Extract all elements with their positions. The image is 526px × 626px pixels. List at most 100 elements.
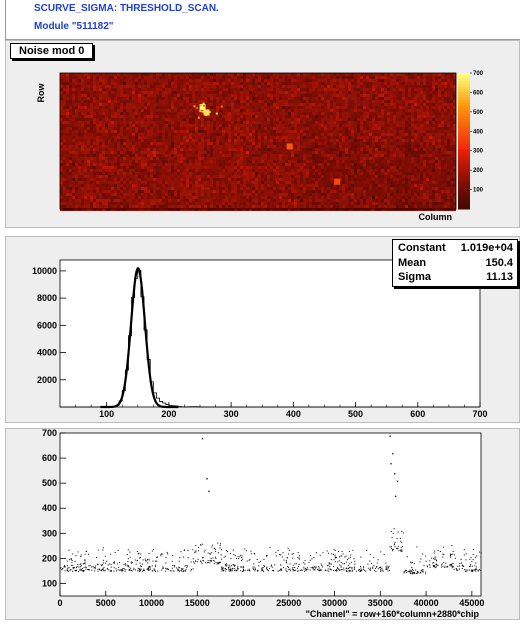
heatmap-cell (255, 100, 258, 103)
heatmap-cell (150, 160, 153, 163)
heatmap-cell (159, 112, 162, 115)
heatmap-cell (336, 184, 339, 187)
heatmap-cell (78, 166, 81, 169)
heatmap-cell (231, 133, 234, 136)
heatmap-cell (282, 148, 285, 151)
heatmap-cell (120, 121, 123, 124)
heatmap-cell (96, 148, 99, 151)
heatmap-cell (87, 151, 90, 154)
heatmap-cell (120, 169, 123, 172)
heatmap-cell (213, 130, 216, 133)
heatmap-cell (279, 184, 282, 187)
heatmap-cell (240, 79, 243, 82)
heatmap-cell (228, 88, 231, 91)
heatmap-cell (282, 172, 285, 175)
heatmap-cell (117, 76, 120, 79)
heatmap-cell (318, 142, 321, 145)
heatmap-cell (447, 151, 450, 154)
heatmap-cell (357, 175, 360, 178)
heatmap-cell (384, 94, 387, 97)
heatmap-cell (276, 169, 279, 172)
heatmap-cell (264, 100, 267, 103)
heatmap-cell (72, 163, 75, 166)
heatmap-cell (273, 169, 276, 172)
heatmap-cell (408, 115, 411, 118)
heatmap-cell (450, 118, 453, 121)
heatmap-cell (87, 181, 90, 184)
heatmap-cell (408, 172, 411, 175)
heatmap-cell (141, 181, 144, 184)
heatmap-cell (423, 118, 426, 121)
heatmap-cell (213, 85, 216, 88)
heatmap-cell (231, 142, 234, 145)
heatmap-cell (186, 181, 189, 184)
heatmap-cell (294, 82, 297, 85)
heatmap-cell (141, 157, 144, 160)
heatmap-cell (294, 100, 297, 103)
heatmap-cell (417, 97, 420, 100)
heatmap-cell (417, 79, 420, 82)
heatmap-cell (168, 106, 171, 109)
heatmap-cell (252, 82, 255, 85)
heatmap-cell (99, 106, 102, 109)
heatmap-cell (240, 184, 243, 187)
heatmap-cell (426, 88, 429, 91)
heatmap-cell (141, 112, 144, 115)
heatmap-cell (345, 178, 348, 181)
heatmap-cell (453, 118, 456, 121)
heatmap-cell (447, 178, 450, 181)
heatmap-cell (276, 136, 279, 139)
heatmap-cell (111, 160, 114, 163)
heatmap-cell (327, 178, 330, 181)
heatmap-cell (249, 82, 252, 85)
heatmap-cell (297, 133, 300, 136)
heatmap-cell (135, 166, 138, 169)
heatmap-cell (336, 112, 339, 115)
heatmap-cell (369, 133, 372, 136)
heatmap-cell (72, 148, 75, 151)
heatmap-cell (441, 121, 444, 124)
heatmap-cell (291, 184, 294, 187)
heatmap-cell (432, 154, 435, 157)
heatmap-cell (69, 169, 72, 172)
heatmap-cell (93, 148, 96, 151)
heatmap-cell (363, 97, 366, 100)
heatmap-cell (372, 76, 375, 79)
heatmap-cell (420, 178, 423, 181)
heatmap-cell (300, 118, 303, 121)
heatmap-cell (126, 106, 129, 109)
heatmap-cell (192, 94, 195, 97)
heatmap-cell (327, 169, 330, 172)
heatmap-cell (111, 82, 114, 85)
heatmap-cell (432, 166, 435, 169)
heatmap-cell (258, 88, 261, 91)
heatmap-cell (297, 139, 300, 142)
heatmap-cell (81, 172, 84, 175)
heatmap-cell (210, 82, 213, 85)
heatmap-cell (153, 139, 156, 142)
heatmap-cell (255, 130, 258, 133)
heatmap-cell (276, 184, 279, 187)
heatmap-cell (291, 79, 294, 82)
heatmap-cell (450, 82, 453, 85)
heatmap-cell (102, 181, 105, 184)
heatmap-cell (336, 133, 339, 136)
heatmap-cell (348, 127, 351, 130)
heatmap-cell (288, 103, 291, 106)
heatmap-cell (189, 166, 192, 169)
heatmap-cell (354, 109, 357, 112)
heatmap-cell (303, 145, 306, 148)
heatmap-cell (183, 91, 186, 94)
heatmap-cell (291, 130, 294, 133)
heatmap-cell (159, 184, 162, 187)
heatmap-cell (252, 127, 255, 130)
heatmap-cell (324, 163, 327, 166)
heatmap-cell (384, 121, 387, 124)
heatmap-cell (375, 127, 378, 130)
heatmap-cell (69, 172, 72, 175)
heatmap-cell (195, 79, 198, 82)
heatmap-cell (162, 139, 165, 142)
heatmap-cell (84, 139, 87, 142)
heatmap-cell (126, 79, 129, 82)
heatmap-cell (87, 82, 90, 85)
